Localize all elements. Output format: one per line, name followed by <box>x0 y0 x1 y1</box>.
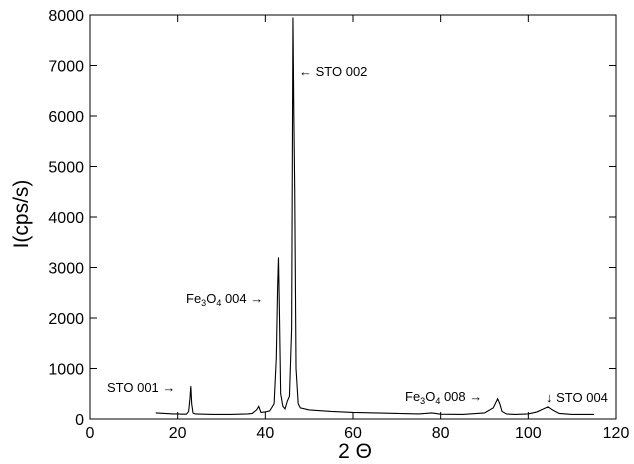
subscript-3: 3 <box>201 298 206 308</box>
x-tick-label: 80 <box>432 425 450 442</box>
y-tick-label: 2000 <box>48 311 84 328</box>
y-tick-label: 5000 <box>48 160 84 177</box>
subscript-3: 3 <box>420 396 425 406</box>
ticks <box>89 14 617 420</box>
tick-labels: 0 20 40 60 80 100 120 0 1000 2000 3000 4000 5000 6000… <box>48 8 629 442</box>
x-tick-label: 120 <box>603 425 630 442</box>
x-tick-label: 20 <box>169 425 187 442</box>
subscript-4: 4 <box>216 298 221 308</box>
x-axis-label: 2 Θ <box>338 440 372 463</box>
y-tick-label: 4000 <box>48 210 84 227</box>
fe004-suffix: 004 → <box>221 291 263 306</box>
fe-text: Fe <box>186 291 201 306</box>
y-tick-label: 3000 <box>48 261 84 278</box>
o-text: O <box>425 389 435 404</box>
annotation-sto-004: ↓ STO 004 <box>546 390 608 405</box>
annotation-sto-002: ← STO 002 <box>299 64 367 79</box>
x-tick-label: 0 <box>86 425 95 442</box>
y-tick-label: 0 <box>75 412 84 429</box>
fe-text: Fe <box>405 389 420 404</box>
x-tick-label: 100 <box>515 425 542 442</box>
subscript-4: 4 <box>435 396 440 406</box>
annotation-sto-001: STO 001 → <box>107 380 175 395</box>
y-tick-label: 7000 <box>48 59 84 76</box>
fe008-suffix: 008 → <box>440 389 482 404</box>
y-axis-label: I(cps/s) <box>10 180 33 249</box>
y-tick-label: 8000 <box>48 8 84 25</box>
y-tick-label: 6000 <box>48 109 84 126</box>
annotation-fe3o4-004: Fe3O4 004 → <box>186 291 263 308</box>
y-tick-label: 1000 <box>48 362 84 379</box>
o-text: O <box>206 291 216 306</box>
x-tick-label: 40 <box>256 425 274 442</box>
annotation-fe3o4-008: Fe3O4 008 → <box>405 389 482 406</box>
series-line <box>155 17 595 416</box>
x-tick-label: 60 <box>344 425 362 442</box>
